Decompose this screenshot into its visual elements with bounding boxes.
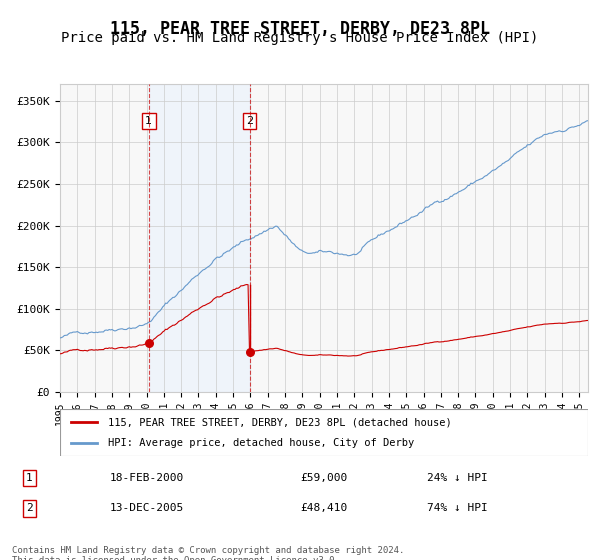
Text: 74% ↓ HPI: 74% ↓ HPI bbox=[427, 503, 487, 514]
Text: 115, PEAR TREE STREET, DERBY, DE23 8PL: 115, PEAR TREE STREET, DERBY, DE23 8PL bbox=[110, 20, 490, 38]
Text: 1: 1 bbox=[145, 116, 152, 126]
Text: £48,410: £48,410 bbox=[300, 503, 347, 514]
Point bbox=[245, 347, 254, 356]
Text: 115, PEAR TREE STREET, DERBY, DE23 8PL (detached house): 115, PEAR TREE STREET, DERBY, DE23 8PL (… bbox=[107, 417, 451, 427]
Text: 2: 2 bbox=[26, 503, 32, 514]
Text: Contains HM Land Registry data © Crown copyright and database right 2024.
This d: Contains HM Land Registry data © Crown c… bbox=[12, 546, 404, 560]
Text: 13-DEC-2005: 13-DEC-2005 bbox=[110, 503, 184, 514]
FancyBboxPatch shape bbox=[60, 409, 588, 456]
Text: £59,000: £59,000 bbox=[300, 473, 347, 483]
Text: 2: 2 bbox=[246, 116, 253, 126]
Text: HPI: Average price, detached house, City of Derby: HPI: Average price, detached house, City… bbox=[107, 438, 414, 448]
Bar bbox=[149, 84, 250, 392]
Text: 1: 1 bbox=[26, 473, 32, 483]
Point bbox=[144, 338, 154, 347]
Text: Price paid vs. HM Land Registry's House Price Index (HPI): Price paid vs. HM Land Registry's House … bbox=[61, 31, 539, 45]
Text: 24% ↓ HPI: 24% ↓ HPI bbox=[427, 473, 487, 483]
Text: 18-FEB-2000: 18-FEB-2000 bbox=[110, 473, 184, 483]
